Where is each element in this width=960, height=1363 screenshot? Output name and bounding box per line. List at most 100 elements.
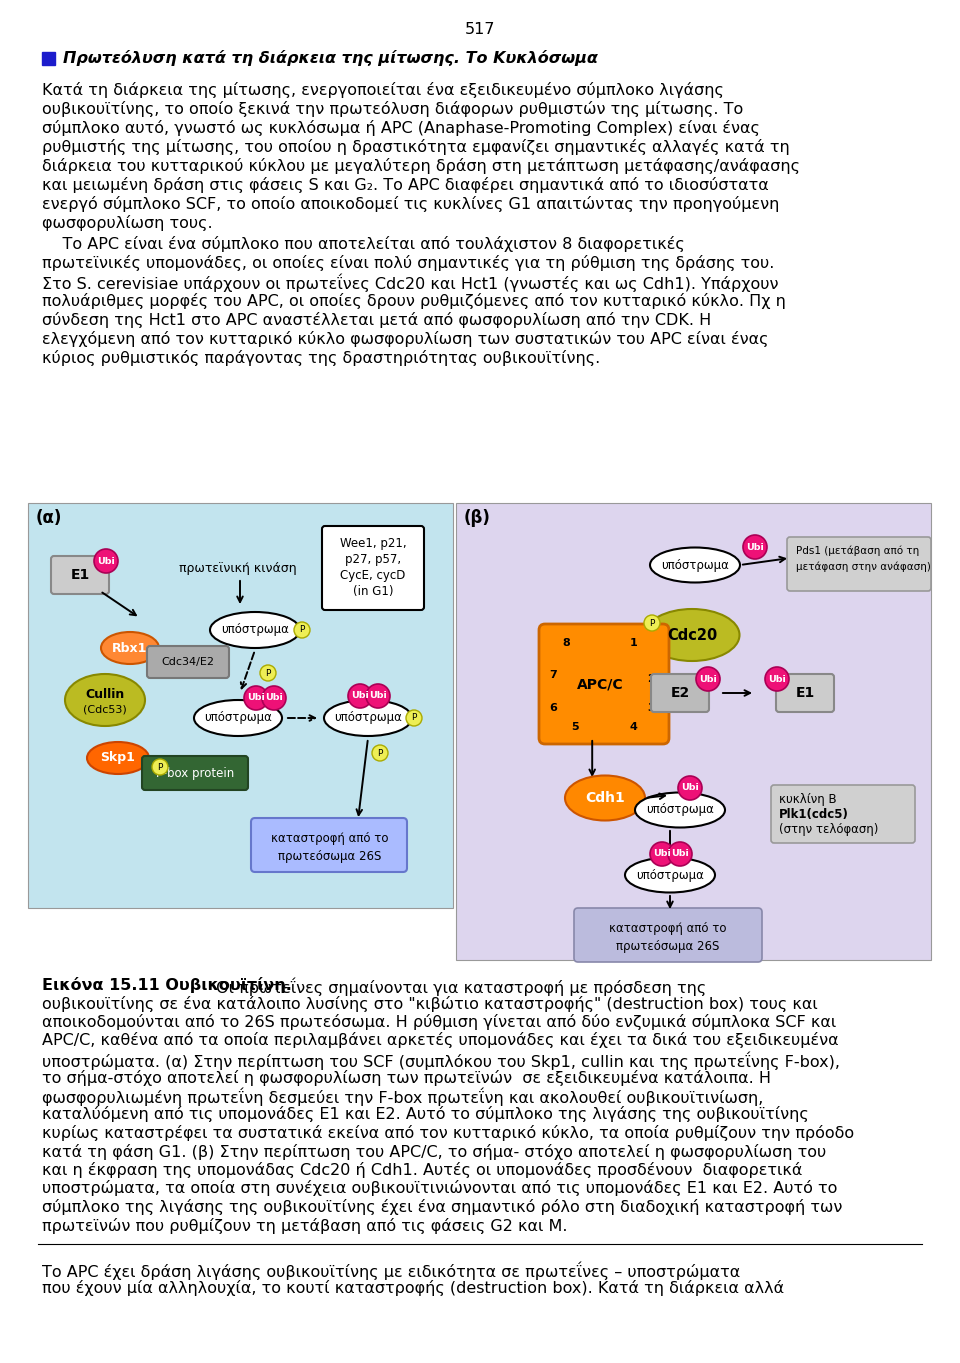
Text: κύριος ρυθμιστικός παράγοντας της δραστηριότητας ουβικουϊτίνης.: κύριος ρυθμιστικός παράγοντας της δραστη…: [42, 350, 600, 367]
Circle shape: [244, 686, 268, 710]
Text: Ubi: Ubi: [746, 542, 764, 552]
Text: (Cdc53): (Cdc53): [84, 705, 127, 714]
Text: υπόστρωμα: υπόστρωμα: [646, 804, 714, 816]
Text: P: P: [411, 713, 417, 722]
Text: ελεγχόμενη από τον κυτταρικό κύκλο φωσφορυλίωση των συστατικών του APC είναι ένα: ελεγχόμενη από τον κυτταρικό κύκλο φωσφο…: [42, 331, 769, 348]
Circle shape: [262, 686, 286, 710]
FancyBboxPatch shape: [322, 526, 424, 611]
Text: E1: E1: [70, 568, 89, 582]
Text: (in G1): (in G1): [352, 585, 394, 598]
FancyBboxPatch shape: [251, 818, 407, 872]
Text: φωσφορυλιωμένη πρωτεΐνη δεσμεύει την F-box πρωτεΐνη και ακολουθεί ουβικουϊτινίωσ: φωσφορυλιωμένη πρωτεΐνη δεσμεύει την F-b…: [42, 1088, 763, 1107]
Text: (στην τελόφαση): (στην τελόφαση): [779, 823, 878, 836]
Text: που έχουν μία αλληλουχία, το κουτί καταστροφής (destruction box). Κατά τη διάρκε: που έχουν μία αλληλουχία, το κουτί κατασ…: [42, 1280, 784, 1296]
Text: 3: 3: [647, 703, 655, 713]
Text: κυρίως καταστρέφει τα συστατικά εκείνα από τον κυτταρικό κύκλο, τα οποία ρυθμίζο: κυρίως καταστρέφει τα συστατικά εκείνα α…: [42, 1124, 854, 1141]
Text: κυκλίνη Β: κυκλίνη Β: [779, 793, 836, 806]
Circle shape: [348, 684, 372, 707]
Text: καταστροφή από το: καταστροφή από το: [272, 831, 389, 845]
Text: 7: 7: [549, 671, 557, 680]
Text: Rbx1: Rbx1: [112, 642, 148, 654]
Text: υπόστρωμα: υπόστρωμα: [661, 559, 729, 571]
Text: ουβικουϊτίνης, το οποίο ξεκινά την πρωτεόλυση διάφορων ρυθμιστών της μίτωσης. Το: ουβικουϊτίνης, το οποίο ξεκινά την πρωτε…: [42, 101, 743, 117]
FancyBboxPatch shape: [771, 785, 915, 842]
Text: Κατά τη διάρκεια της μίτωσης, ενεργοποιείται ένα εξειδικευμένο σύμπλοκο λιγάσης: Κατά τη διάρκεια της μίτωσης, ενεργοποιε…: [42, 82, 724, 98]
Text: Το APC έχει δράση λιγάσης ουβικουϊτίνης με ειδικότητα σε πρωτεΐνες – υποστρώματα: Το APC έχει δράση λιγάσης ουβικουϊτίνης …: [42, 1262, 740, 1280]
Ellipse shape: [644, 609, 739, 661]
Text: 8: 8: [563, 638, 570, 647]
Text: Ubi: Ubi: [699, 675, 717, 683]
Text: 6: 6: [549, 703, 557, 713]
Text: F-box protein: F-box protein: [156, 766, 234, 780]
Text: και η έκφραση της υπομονάδας Cdc20 ή Cdh1. Αυτές οι υπομονάδες προσδένουν  διαφο: και η έκφραση της υπομονάδας Cdc20 ή Cdh…: [42, 1163, 803, 1178]
Text: υποστρώματα, τα οποία στη συνέχεια ουβικουϊτινιώνονται από τις υπομονάδες Ε1 και: υποστρώματα, τα οποία στη συνέχεια ουβικ…: [42, 1180, 837, 1197]
Ellipse shape: [625, 857, 715, 893]
Ellipse shape: [87, 741, 149, 774]
Text: Cdc34/E2: Cdc34/E2: [161, 657, 214, 667]
Text: Πρωτεόλυση κατά τη διάρκεια της μίτωσης. Το Κυκλόσωμα: Πρωτεόλυση κατά τη διάρκεια της μίτωσης.…: [63, 50, 598, 65]
FancyBboxPatch shape: [574, 908, 762, 962]
Text: το σήμα-στόχο αποτελεί η φωσφορυλίωση των πρωτεϊνών  σε εξειδικευμένα κατάλοιπα.: το σήμα-στόχο αποτελεί η φωσφορυλίωση τω…: [42, 1070, 771, 1085]
Text: (α): (α): [36, 508, 62, 527]
Text: Ubi: Ubi: [682, 784, 699, 792]
FancyBboxPatch shape: [51, 556, 109, 594]
Ellipse shape: [635, 792, 725, 827]
Text: Skp1: Skp1: [101, 751, 135, 765]
Text: (β): (β): [464, 508, 491, 527]
Ellipse shape: [65, 673, 145, 726]
Circle shape: [294, 622, 310, 638]
Circle shape: [406, 710, 422, 726]
FancyBboxPatch shape: [776, 673, 834, 711]
Text: μετάφαση στην ανάφαση): μετάφαση στην ανάφαση): [796, 562, 931, 572]
Text: 1: 1: [630, 638, 637, 647]
Text: Pds1 (μετάβαση από τη: Pds1 (μετάβαση από τη: [796, 545, 920, 556]
Text: P: P: [649, 619, 655, 627]
Text: σύμπλοκο της λιγάσης της ουβικουϊτίνης έχει ένα σημαντικό ρόλο στη διαδοχική κατ: σύμπλοκο της λιγάσης της ουβικουϊτίνης έ…: [42, 1199, 842, 1214]
Text: APC/C: APC/C: [577, 677, 624, 691]
Text: Ubi: Ubi: [671, 849, 689, 859]
Circle shape: [366, 684, 390, 707]
Text: καταστροφή από το: καταστροφή από το: [610, 921, 727, 935]
Text: P: P: [300, 626, 304, 635]
Text: πρωτεϊνική κινάση: πρωτεϊνική κινάση: [180, 562, 297, 575]
Text: CycE, cycD: CycE, cycD: [340, 568, 406, 582]
Text: Cullin: Cullin: [85, 688, 125, 702]
Text: πρωτεόσωμα 26S: πρωτεόσωμα 26S: [278, 851, 382, 863]
Text: Cdc20: Cdc20: [667, 627, 717, 642]
Ellipse shape: [565, 776, 645, 821]
Circle shape: [372, 746, 388, 761]
Text: Ubi: Ubi: [768, 675, 786, 683]
Bar: [28, 503, 453, 908]
Text: Το APC είναι ένα σύμπλοκο που αποτελείται από τουλάχιστον 8 διαφορετικές: Το APC είναι ένα σύμπλοκο που αποτελείτα…: [42, 236, 684, 252]
Text: υπόστρωμα: υπόστρωμα: [334, 711, 402, 725]
Text: P: P: [157, 762, 162, 771]
Text: σύνδεση της Hct1 στο APC αναστέλλεται μετά από φωσφορυλίωση από την CDK. Η: σύνδεση της Hct1 στο APC αναστέλλεται με…: [42, 312, 711, 328]
Text: Ubi: Ubi: [351, 691, 369, 701]
Circle shape: [644, 615, 660, 631]
Circle shape: [650, 842, 674, 866]
Text: διάρκεια του κυτταρικού κύκλου με μεγαλύτερη δράση στη μετάπτωση μετάφασης/ανάφα: διάρκεια του κυτταρικού κύκλου με μεγαλύ…: [42, 158, 800, 174]
Ellipse shape: [210, 612, 300, 647]
Ellipse shape: [101, 632, 159, 664]
FancyBboxPatch shape: [539, 624, 669, 744]
Text: P: P: [265, 668, 271, 677]
Text: ενεργό σύμπλοκο SCF, το οποίο αποικοδομεί τις κυκλίνες G1 απαιτώντας την προηγού: ενεργό σύμπλοκο SCF, το οποίο αποικοδομε…: [42, 196, 780, 213]
Text: πρωτεόσωμα 26S: πρωτεόσωμα 26S: [616, 940, 720, 953]
Text: σύμπλοκο αυτό, γνωστό ως κυκλόσωμα ή APC (Anaphase-Promoting Complex) είναι ένας: σύμπλοκο αυτό, γνωστό ως κυκλόσωμα ή APC…: [42, 120, 760, 136]
Text: Plk1(cdc5): Plk1(cdc5): [779, 808, 849, 821]
Text: Ubi: Ubi: [653, 849, 671, 859]
Text: και μειωμένη δράση στις φάσεις S και G₂. Το APC διαφέρει σημαντικά από το ιδιοσύ: και μειωμένη δράση στις φάσεις S και G₂.…: [42, 177, 769, 194]
Text: κατά τη φάση G1. (β) Στην περίπτωση του APC/C, το σήμα- στόχο αποτελεί η φωσφορυ: κατά τη φάση G1. (β) Στην περίπτωση του …: [42, 1144, 827, 1160]
Text: υπόστρωμα: υπόστρωμα: [636, 868, 704, 882]
Text: ουβικουϊτίνης σε ένα κατάλοιπο λυσίνης στο "κιβώτιο καταστροφής" (destruction bo: ουβικουϊτίνης σε ένα κατάλοιπο λυσίνης σ…: [42, 995, 818, 1011]
Text: φωσφορυλίωση τους.: φωσφορυλίωση τους.: [42, 215, 212, 230]
Text: πολυάριθμες μορφές του APC, οι οποίες δρουν ρυθμιζόμενες από τον κυτταρικό κύκλο: πολυάριθμες μορφές του APC, οι οποίες δρ…: [42, 293, 786, 309]
Ellipse shape: [194, 701, 282, 736]
Text: 4: 4: [630, 722, 637, 732]
Text: 5: 5: [570, 722, 578, 732]
Circle shape: [152, 759, 168, 776]
Text: υπόστρωμα: υπόστρωμα: [204, 711, 272, 725]
Text: πρωτεϊνικές υπομονάδες, οι οποίες είναι πολύ σημαντικές για τη ρύθμιση της δράση: πρωτεϊνικές υπομονάδες, οι οποίες είναι …: [42, 255, 775, 271]
Text: P: P: [377, 748, 383, 758]
Text: E2: E2: [670, 686, 689, 701]
